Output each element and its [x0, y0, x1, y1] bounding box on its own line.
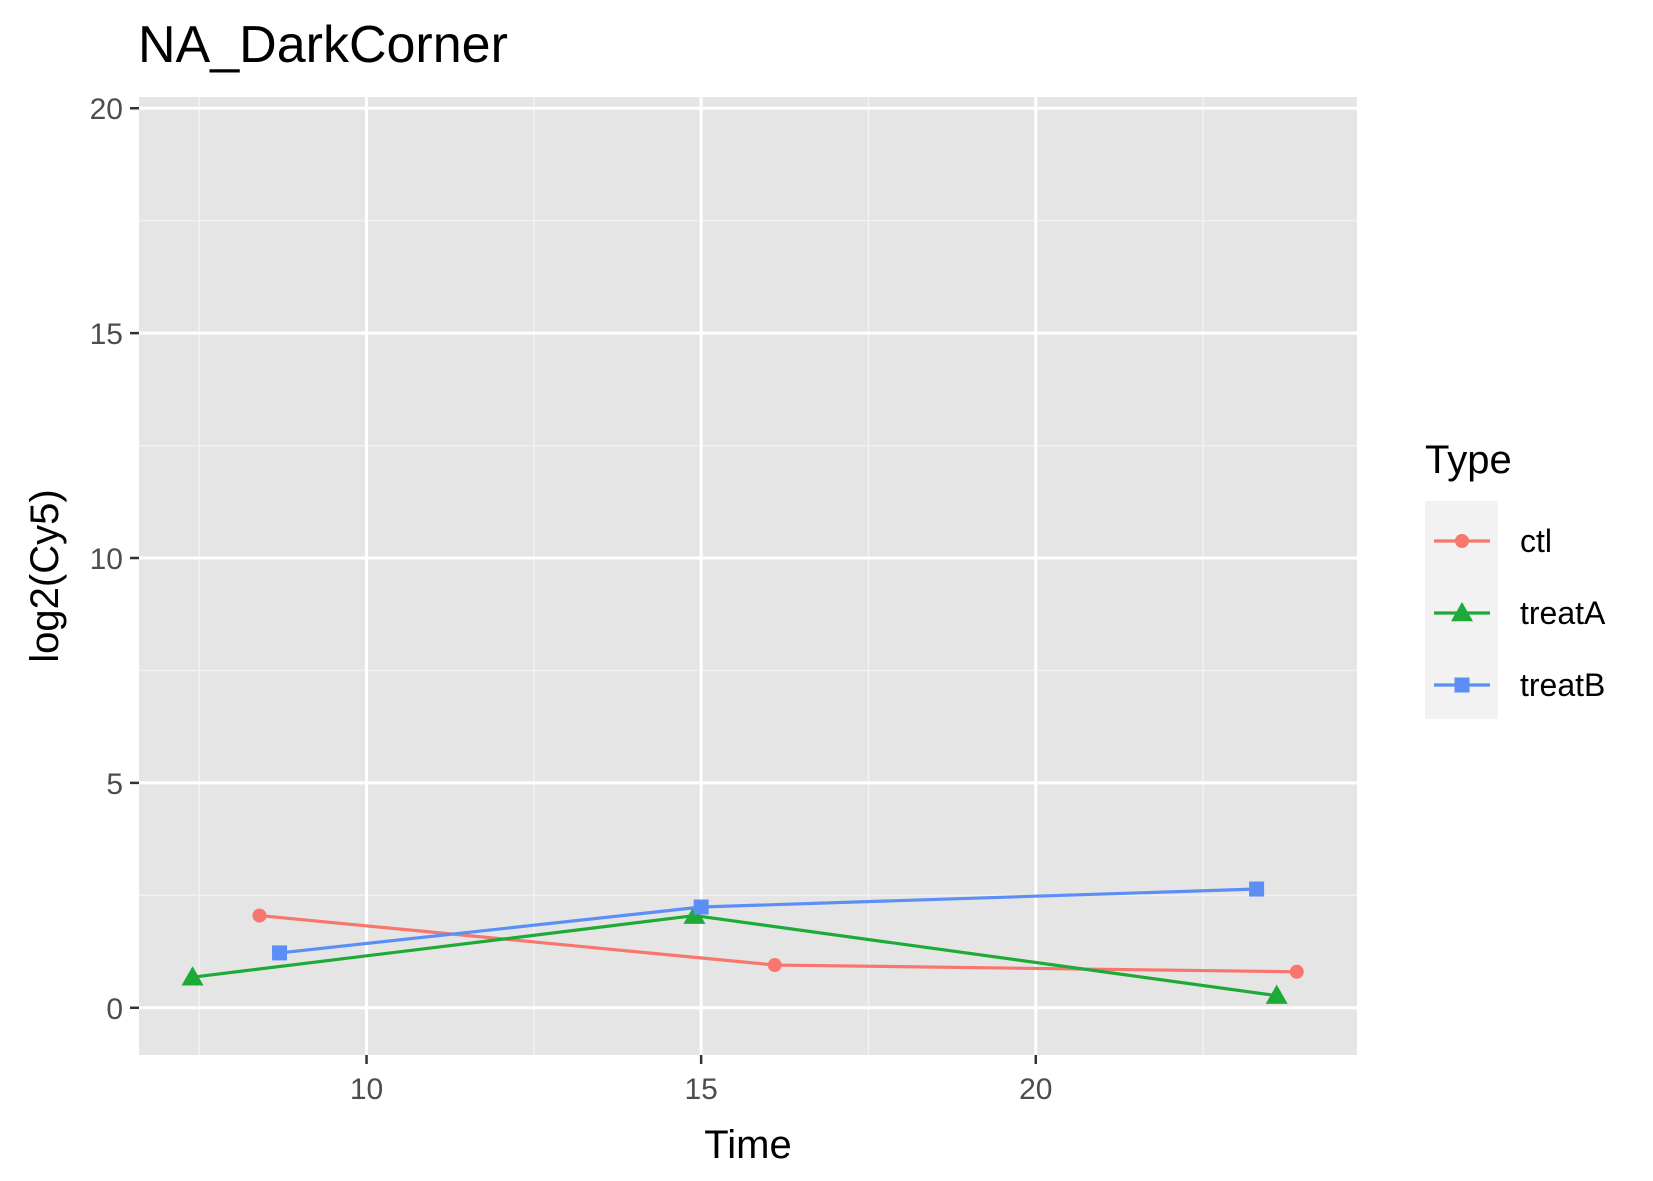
data-point-treatA	[1265, 984, 1288, 1004]
data-point-treatB	[1249, 881, 1265, 897]
data-point-treatB	[272, 945, 288, 961]
y-tick-label: 10	[90, 543, 123, 576]
data-point-ctl	[252, 908, 267, 923]
y-axis-title: log2(Cy5)	[23, 489, 67, 662]
chart-title: NA_DarkCorner	[138, 16, 508, 74]
series-ctl	[252, 908, 1304, 979]
data-point-treatB	[693, 899, 709, 915]
data-point-ctl	[767, 958, 782, 973]
legend-item-treatB: treatB	[1434, 667, 1605, 703]
legend-title: Type	[1425, 438, 1512, 482]
y-tick-label: 5	[106, 768, 123, 801]
x-axis: 10 15 20	[350, 1055, 1052, 1106]
series-layer	[181, 881, 1304, 1004]
plot-panel	[139, 97, 1357, 1055]
x-tick-label: 20	[1019, 1073, 1052, 1106]
series-treatB	[272, 881, 1265, 961]
y-tick-label: 20	[90, 93, 123, 126]
minor-gridlines	[139, 97, 1357, 1055]
legend-item-treatA: treatA	[1434, 595, 1606, 631]
legend-label-treatB: treatB	[1520, 667, 1605, 703]
data-point-ctl	[1289, 964, 1304, 979]
legend-label-ctl: ctl	[1520, 523, 1552, 559]
y-tick-label: 15	[90, 318, 123, 351]
data-point-treatA	[181, 966, 204, 986]
x-tick-label: 15	[684, 1073, 717, 1106]
legend: Type ctl treatA treatB	[1425, 438, 1606, 719]
y-axis: 0 5 10 15 20	[90, 93, 139, 1026]
x-tick-label: 10	[350, 1073, 383, 1106]
legend-items: ctl treatA treatB	[1434, 523, 1606, 703]
major-gridlines	[139, 97, 1357, 1055]
legend-label-treatA: treatA	[1520, 595, 1606, 631]
legend-item-ctl: ctl	[1434, 523, 1552, 559]
x-axis-title: Time	[704, 1123, 791, 1167]
legend-marker-treatB	[1454, 677, 1470, 693]
y-tick-label: 0	[106, 993, 123, 1026]
legend-marker-treatA	[1451, 602, 1473, 622]
legend-marker-ctl	[1455, 534, 1469, 548]
